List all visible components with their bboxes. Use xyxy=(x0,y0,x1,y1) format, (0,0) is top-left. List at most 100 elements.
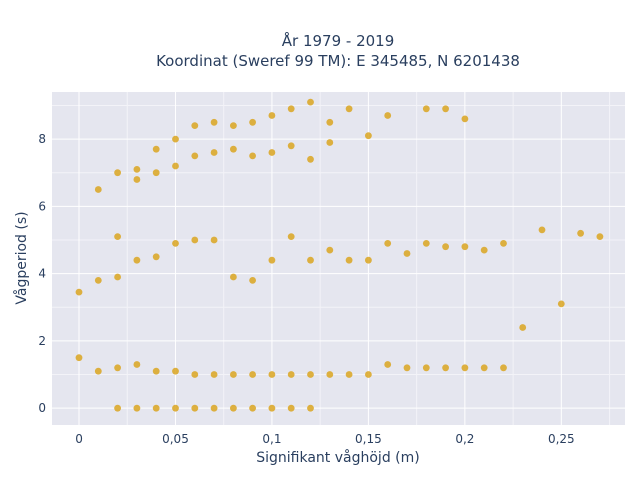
data-point xyxy=(442,243,449,251)
data-point xyxy=(152,253,160,261)
chart-subtitle: Koordinat (Sweref 99 TM): E 345485, N 62… xyxy=(156,52,520,70)
y-tick-label: 6 xyxy=(38,199,46,213)
data-point xyxy=(191,152,199,160)
data-point xyxy=(307,371,314,378)
data-point xyxy=(345,256,353,264)
data-point xyxy=(152,169,160,177)
data-point xyxy=(480,246,488,254)
data-point xyxy=(365,132,372,140)
data-point xyxy=(326,118,334,126)
data-point xyxy=(287,105,295,113)
data-point xyxy=(384,112,392,119)
data-point xyxy=(133,404,141,412)
data-point xyxy=(152,145,160,153)
data-point xyxy=(210,149,218,156)
plot-background xyxy=(52,92,625,425)
data-point xyxy=(345,371,353,378)
data-point xyxy=(268,371,276,378)
y-axis-title: Vågperiod (s) xyxy=(13,211,30,304)
data-point xyxy=(94,277,102,284)
data-point xyxy=(230,122,237,129)
data-point xyxy=(268,404,276,412)
data-point xyxy=(133,361,141,368)
data-point xyxy=(403,364,411,372)
data-point xyxy=(538,226,546,234)
data-point xyxy=(172,367,179,375)
data-point xyxy=(75,354,83,362)
data-point xyxy=(326,371,334,378)
data-point xyxy=(422,105,430,113)
data-point xyxy=(403,250,411,257)
y-tick-label: 4 xyxy=(38,267,46,281)
data-point xyxy=(133,176,141,183)
data-point xyxy=(191,404,199,412)
data-point xyxy=(365,256,372,264)
data-point xyxy=(114,169,121,177)
data-point xyxy=(210,118,218,126)
data-point xyxy=(557,300,565,308)
y-tick-labels: 0 2 4 6 8 xyxy=(38,132,46,415)
x-tick-label: 0,05 xyxy=(162,432,189,446)
data-point xyxy=(152,404,160,412)
data-point xyxy=(287,142,295,150)
data-point xyxy=(345,105,353,113)
data-point xyxy=(307,155,314,163)
data-point xyxy=(422,240,430,247)
grid-lines xyxy=(52,92,625,425)
data-points xyxy=(75,98,604,412)
x-tick-label: 0 xyxy=(75,432,83,446)
data-point xyxy=(249,152,256,160)
data-point xyxy=(268,256,276,264)
data-point xyxy=(230,273,237,281)
data-point xyxy=(249,277,256,284)
data-point xyxy=(210,404,218,412)
data-point xyxy=(287,404,295,412)
data-point xyxy=(172,404,179,412)
x-axis-title: Signifikant våghöjd (m) xyxy=(256,449,419,466)
x-tick-label: 0,15 xyxy=(355,432,382,446)
data-point xyxy=(384,361,392,368)
data-point xyxy=(133,256,141,264)
data-point xyxy=(172,135,179,143)
data-point xyxy=(172,240,179,247)
x-tick-label: 0,2 xyxy=(455,432,474,446)
data-point xyxy=(114,364,121,372)
y-tick-label: 8 xyxy=(38,132,46,146)
data-point xyxy=(461,115,469,123)
data-point xyxy=(326,246,334,254)
data-point xyxy=(326,139,334,146)
data-point xyxy=(114,404,121,412)
data-point xyxy=(442,364,449,372)
data-point xyxy=(191,236,199,244)
data-point xyxy=(249,371,256,378)
data-point xyxy=(210,236,218,244)
chart-title: År 1979 - 2019 xyxy=(282,31,395,50)
data-point xyxy=(287,233,295,241)
data-point xyxy=(268,149,276,156)
data-point xyxy=(461,364,469,372)
data-point xyxy=(94,367,102,375)
data-point xyxy=(384,240,392,247)
data-point xyxy=(172,162,179,170)
data-point xyxy=(230,371,237,378)
data-point xyxy=(191,371,199,378)
x-tick-label: 0,25 xyxy=(548,432,575,446)
data-point xyxy=(307,98,314,106)
data-point xyxy=(307,404,314,412)
data-point xyxy=(133,166,141,173)
data-point xyxy=(230,404,237,412)
data-point xyxy=(461,243,469,251)
y-tick-label: 2 xyxy=(38,334,46,348)
x-tick-label: 0,1 xyxy=(262,432,281,446)
data-point xyxy=(268,112,276,119)
data-point xyxy=(152,367,160,375)
data-point xyxy=(480,364,488,372)
data-point xyxy=(442,105,449,113)
data-point xyxy=(365,371,372,378)
data-point xyxy=(249,118,256,126)
data-point xyxy=(94,186,102,193)
data-point xyxy=(422,364,430,372)
data-point xyxy=(500,240,507,247)
data-point xyxy=(114,273,121,281)
